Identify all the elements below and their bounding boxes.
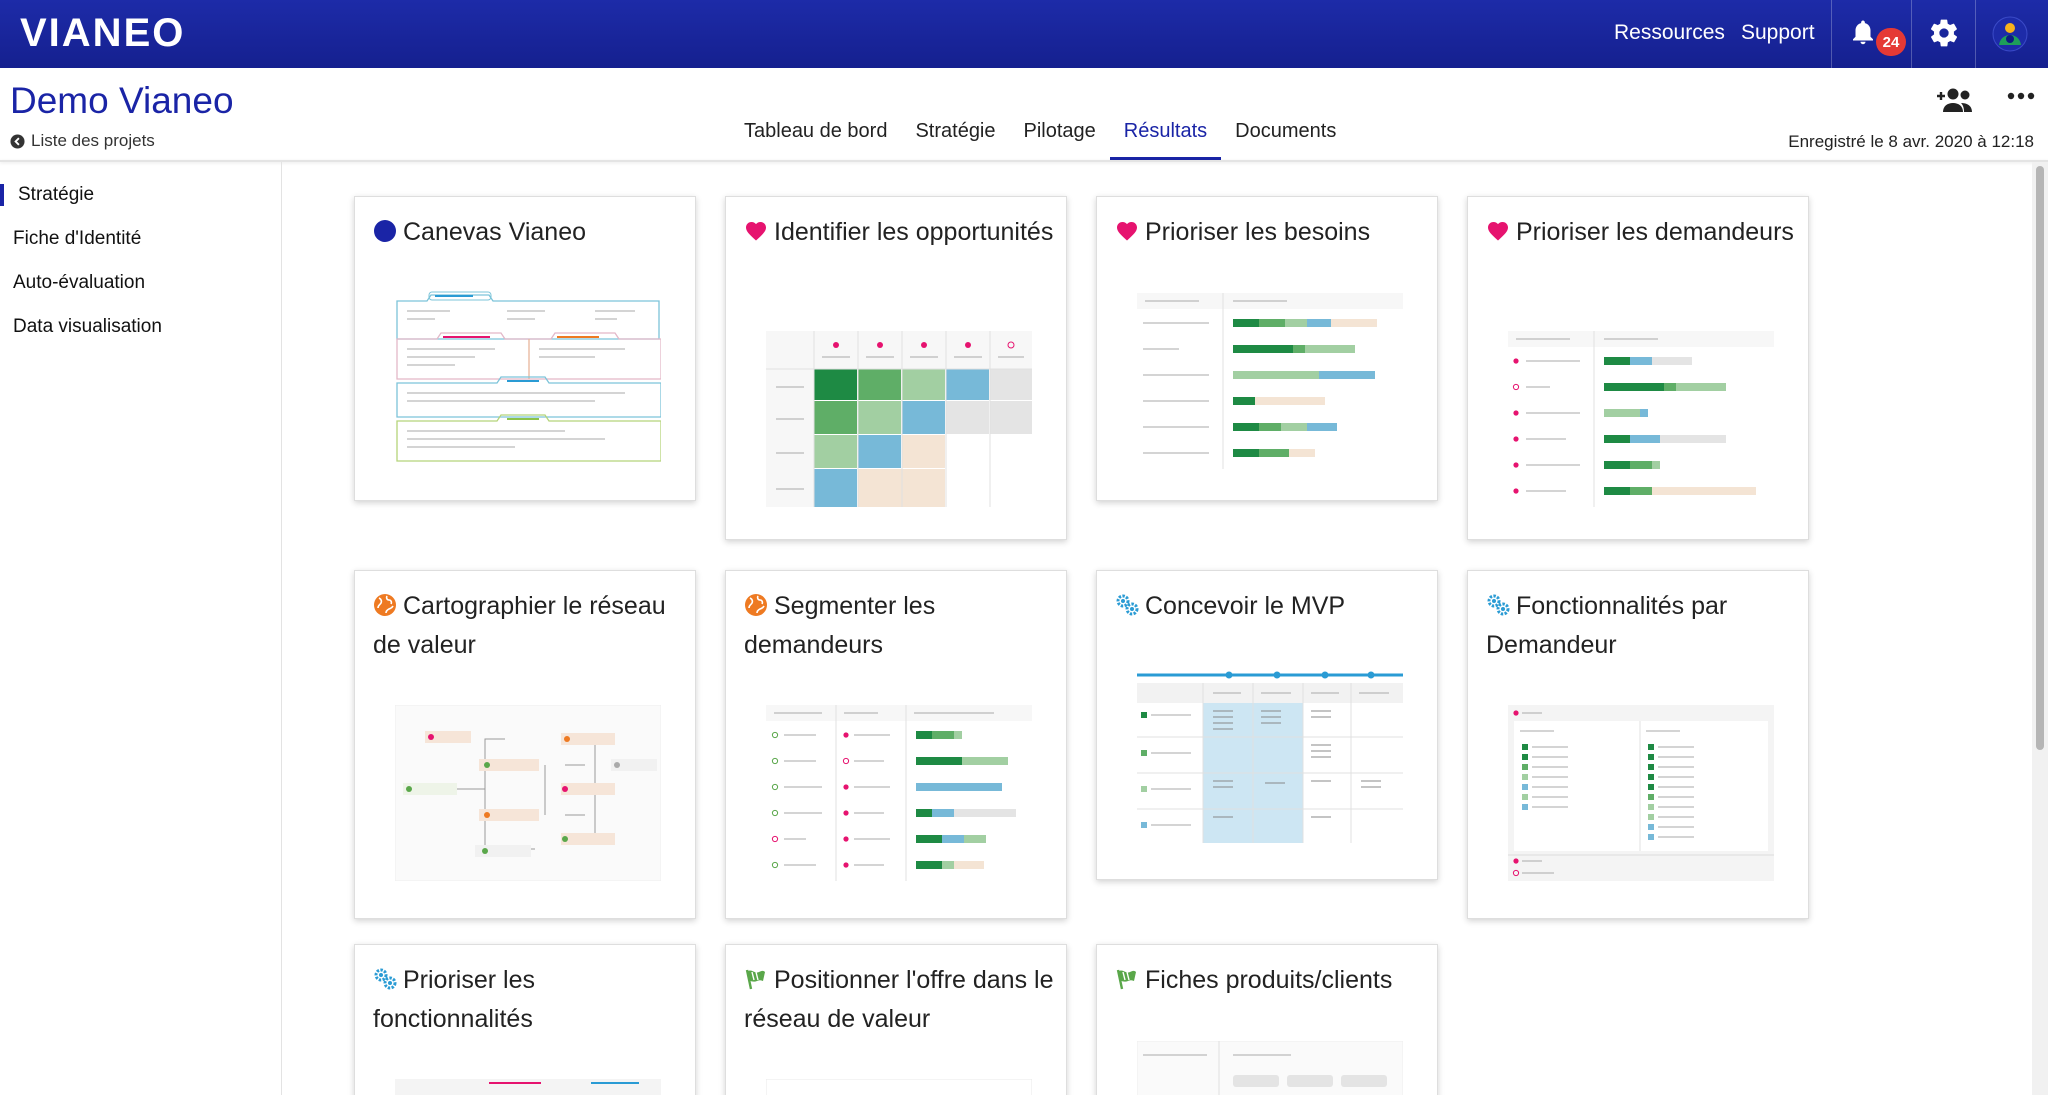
gear-icon[interactable] xyxy=(1928,17,1960,49)
canevas-thumbnail xyxy=(396,291,661,462)
requesters-priority-thumbnail xyxy=(1508,331,1774,507)
notification-badge[interactable]: 24 xyxy=(1876,28,1906,56)
flag-icon xyxy=(745,969,765,990)
globe-icon xyxy=(374,594,396,616)
tab-documents[interactable]: Documents xyxy=(1235,120,1337,142)
arrow-left-circle-icon xyxy=(10,133,25,149)
project-tabs: Tableau de bord Stratégie Pilotage Résul… xyxy=(730,108,1350,161)
divider xyxy=(1911,0,1912,68)
offer-position-thumbnail xyxy=(766,1079,1032,1095)
product-sheets-thumbnail xyxy=(1137,1041,1403,1095)
card-title: Canevas Vianeo xyxy=(403,218,587,246)
sidebar: Stratégie Fiche d'Identité Auto-évaluati… xyxy=(0,162,282,1095)
more-options-icon[interactable] xyxy=(2006,86,2036,106)
globe-icon xyxy=(745,594,767,616)
gears-icon xyxy=(1487,594,1510,616)
gears-icon xyxy=(1116,594,1139,616)
flag-icon xyxy=(1116,969,1136,990)
card-title: Concevoir le MVP xyxy=(1145,592,1346,620)
features-by-requester-thumbnail xyxy=(1508,705,1774,881)
sidebar-item-auto-evaluation[interactable]: Auto-évaluation xyxy=(13,272,146,293)
add-user-icon[interactable] xyxy=(1934,86,1974,114)
card-title: Prioriser les besoins xyxy=(1145,218,1371,246)
tab-resultats[interactable]: Résultats xyxy=(1109,108,1222,161)
vianeo-logo[interactable]: VIANEO xyxy=(20,11,186,55)
tab-tableau-de-bord[interactable]: Tableau de bord xyxy=(744,120,888,142)
tab-strategie[interactable]: Stratégie xyxy=(915,120,996,142)
header-divider xyxy=(0,160,2048,162)
needs-priority-thumbnail xyxy=(1137,293,1403,469)
ressources-link[interactable]: Ressources xyxy=(1614,21,1725,44)
card-title: Segmenter les demandeurs xyxy=(744,592,936,659)
page-title: Demo Vianeo xyxy=(10,80,234,121)
results-grid: Canevas Vianeo Identifier les opportun xyxy=(283,162,2031,1095)
scrollbar-thumb[interactable] xyxy=(2036,166,2044,750)
card-segmenter-demandeurs[interactable]: Segmenter les demandeurs xyxy=(725,570,1067,919)
card-identifier-opportunites[interactable]: Identifier les opportunités xyxy=(725,196,1067,540)
heart-icon xyxy=(1117,222,1137,241)
back-link-label: Liste des projets xyxy=(31,131,155,150)
card-title: Cartographier le réseau de valeur xyxy=(373,592,666,659)
gears-icon xyxy=(374,968,397,990)
sidebar-item-fiche-identite[interactable]: Fiche d'Identité xyxy=(13,228,142,249)
heart-icon xyxy=(746,222,766,241)
card-title: Prioriser les demandeurs xyxy=(1516,218,1794,246)
card-prioriser-fonctionnalites[interactable]: Prioriser les fonctionnalités xyxy=(354,944,696,1095)
card-prioriser-besoins[interactable]: Prioriser les besoins xyxy=(1096,196,1438,501)
sidebar-item-data-visualisation[interactable]: Data visualisation xyxy=(13,316,162,337)
card-prioriser-demandeurs[interactable]: Prioriser les demandeurs xyxy=(1467,196,1809,540)
card-positionner-offre[interactable]: Positionner l'offre dans le réseau de va… xyxy=(725,944,1067,1095)
card-canevas-vianeo[interactable]: Canevas Vianeo xyxy=(354,196,696,501)
vertical-scrollbar[interactable] xyxy=(2032,162,2048,1095)
card-fiches-produits-clients[interactable]: Fiches produits/clients xyxy=(1096,944,1438,1095)
card-cartographier-reseau[interactable]: Cartographier le réseau de valeur xyxy=(354,570,696,919)
opportunities-matrix-thumbnail xyxy=(766,331,1032,507)
saved-timestamp: Enregistré le 8 avr. 2020 à 12:18 xyxy=(1788,132,2034,151)
heart-icon xyxy=(1488,222,1508,241)
divider xyxy=(1975,0,1976,68)
value-network-thumbnail xyxy=(395,705,661,881)
card-title: Prioriser les fonctionnalités xyxy=(373,966,535,1033)
divider xyxy=(1831,0,1832,68)
card-title: Fonctionnalités par Demandeur xyxy=(1486,592,1728,659)
card-title: Fiches produits/clients xyxy=(1145,966,1393,994)
back-to-projects-link[interactable]: Liste des projets xyxy=(10,131,155,151)
bell-icon[interactable] xyxy=(1848,18,1878,48)
sidebar-item-strategie[interactable]: Stratégie xyxy=(0,184,280,206)
avatar-icon[interactable] xyxy=(1992,16,2028,52)
card-fonctionnalites-demandeur[interactable]: Fonctionnalités par Demandeur xyxy=(1467,570,1809,919)
mvp-thumbnail xyxy=(1137,671,1403,843)
card-title: Identifier les opportunités xyxy=(774,218,1054,246)
card-title: Positionner l'offre dans le réseau de va… xyxy=(744,966,1054,1033)
support-link[interactable]: Support xyxy=(1741,21,1815,44)
circle-icon xyxy=(374,220,396,242)
top-bar: VIANEO Ressources Support 24 xyxy=(0,0,2048,68)
tab-pilotage[interactable]: Pilotage xyxy=(1023,120,1096,142)
requester-segments-thumbnail xyxy=(766,705,1032,881)
features-priority-thumbnail xyxy=(395,1079,661,1095)
card-concevoir-mvp[interactable]: Concevoir le MVP xyxy=(1096,570,1438,880)
